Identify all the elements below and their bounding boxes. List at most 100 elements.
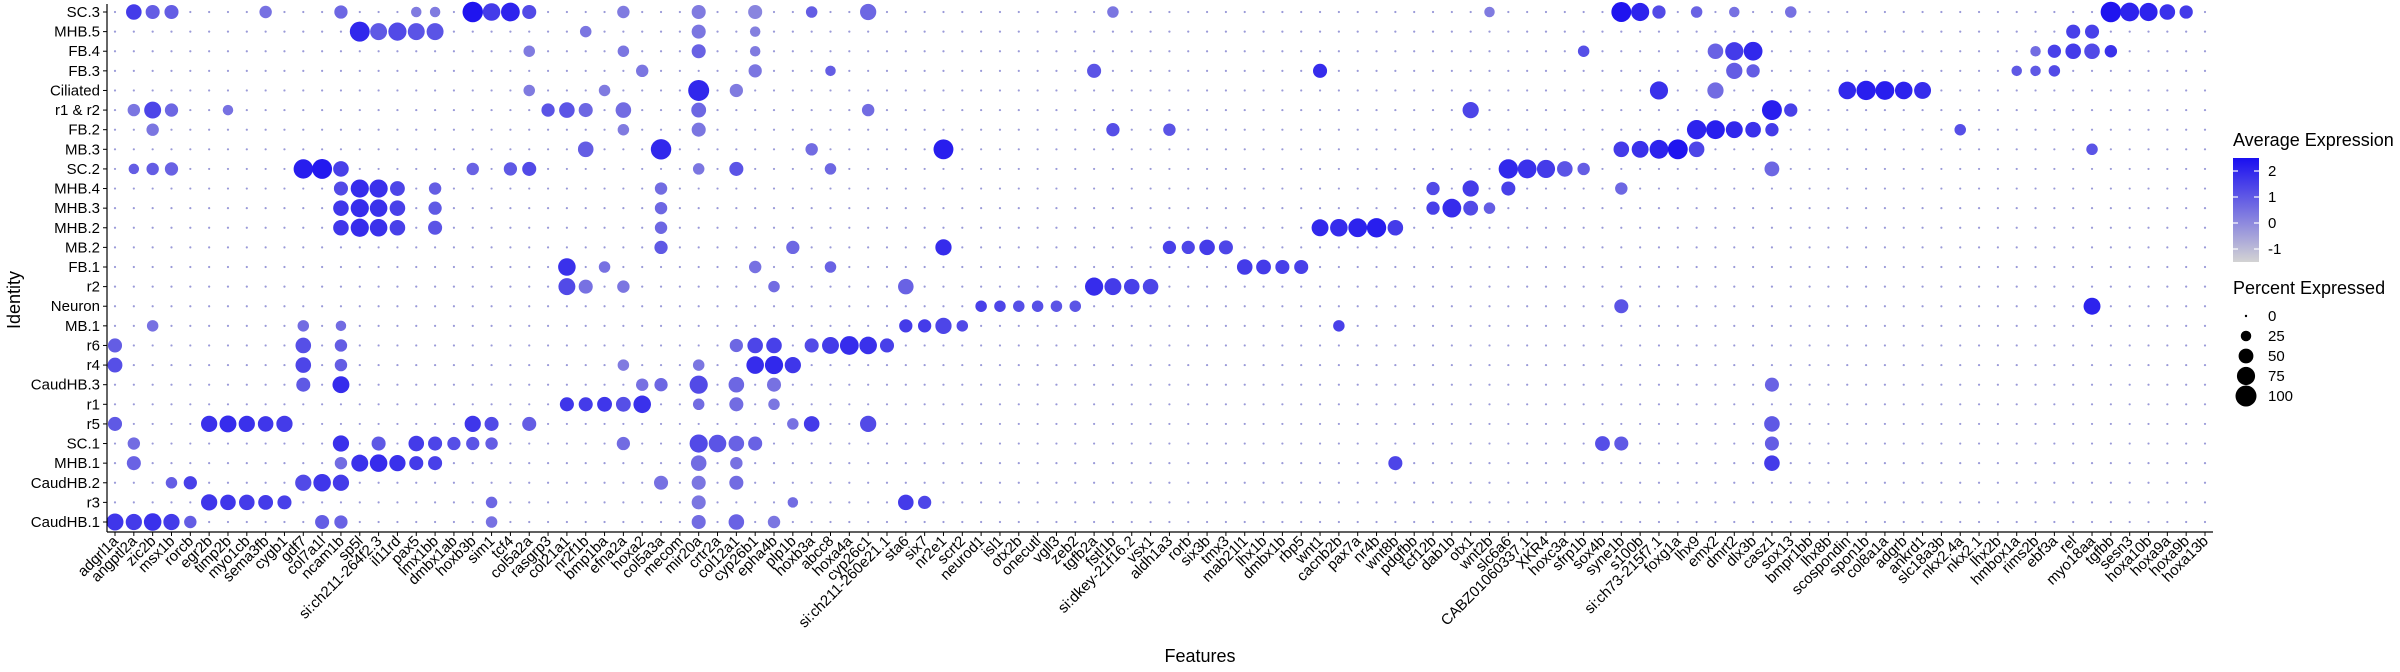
dot (1085, 277, 1104, 296)
dot (942, 89, 945, 92)
dot (584, 305, 587, 308)
dot (980, 167, 983, 171)
dot (396, 481, 399, 484)
dot (1789, 422, 1792, 426)
dot (2203, 187, 2207, 190)
dot (528, 226, 531, 229)
dot (377, 520, 380, 524)
dot (170, 148, 173, 151)
dot (2015, 10, 2018, 14)
dot (1601, 305, 1604, 308)
dot (1507, 10, 1510, 14)
dot (942, 50, 945, 53)
dot (1356, 422, 1359, 426)
dot (264, 403, 267, 406)
dot (942, 403, 945, 406)
dot (358, 285, 361, 288)
dot (170, 128, 173, 131)
dot (1450, 462, 1453, 465)
dot (1017, 89, 1020, 92)
dot (1563, 226, 1566, 229)
dot (1864, 344, 1868, 347)
dot (2072, 520, 2075, 524)
dot (2159, 4, 2176, 20)
dot (409, 456, 424, 471)
dot (1337, 481, 1340, 484)
dot (546, 403, 550, 406)
dot (1092, 226, 1096, 229)
dot (1431, 246, 1435, 249)
dot (302, 442, 305, 445)
dot (1676, 520, 1679, 524)
dot (1199, 239, 1215, 256)
dot (998, 246, 1002, 249)
dot (490, 187, 493, 190)
dot (1996, 226, 1999, 229)
y-tick-label: r3 (87, 494, 100, 511)
dot (885, 403, 889, 406)
dot (1526, 403, 1529, 406)
dot (1130, 442, 1133, 445)
dot (1838, 81, 1857, 100)
dot (2072, 305, 2075, 308)
dot (1224, 285, 1228, 288)
dot (332, 376, 350, 394)
dot (1104, 278, 1122, 296)
dot (1996, 442, 1999, 445)
dot (1827, 108, 1830, 112)
dot (490, 69, 493, 72)
dot (1745, 121, 1761, 138)
dot (1262, 207, 1265, 210)
dot (1959, 187, 1962, 190)
dot (2034, 363, 2037, 367)
dot (1864, 108, 1868, 112)
dot (1639, 305, 1642, 308)
dot (433, 520, 437, 524)
dot (1894, 81, 1913, 100)
dot (1695, 305, 1698, 308)
dot (1582, 363, 1585, 367)
dot (829, 89, 832, 92)
dot (321, 501, 324, 504)
dot (151, 207, 154, 210)
dot (264, 30, 267, 33)
dot (1977, 30, 1981, 33)
dot (293, 159, 313, 179)
dot (1544, 148, 1548, 151)
dot (1074, 265, 1077, 269)
dot (1450, 403, 1453, 406)
dot (829, 148, 832, 151)
dot (1205, 89, 1209, 92)
dot (2128, 383, 2131, 386)
dot (1036, 128, 1039, 131)
dot (415, 363, 418, 367)
dot (1563, 265, 1566, 269)
dot (1318, 324, 1322, 327)
dot (1921, 305, 1924, 308)
dot (754, 246, 757, 249)
dot (735, 128, 738, 131)
dot (208, 10, 211, 14)
dot (1827, 305, 1830, 308)
dot (716, 305, 719, 308)
dot (1281, 481, 1284, 484)
dot (2030, 45, 2041, 57)
dot (189, 422, 192, 426)
dot (791, 520, 794, 524)
dot (189, 501, 192, 504)
dot (1243, 148, 1246, 151)
dot (2147, 69, 2150, 72)
dot (768, 280, 780, 293)
dot (867, 89, 870, 92)
dot (1205, 128, 1209, 131)
dot (867, 520, 870, 524)
dot (1375, 69, 1378, 72)
dot (1130, 481, 1133, 484)
dot (2109, 128, 2112, 131)
dot (1526, 128, 1529, 131)
dot (565, 207, 568, 210)
dot (641, 265, 644, 269)
dot (1243, 324, 1246, 327)
dot (503, 162, 518, 176)
